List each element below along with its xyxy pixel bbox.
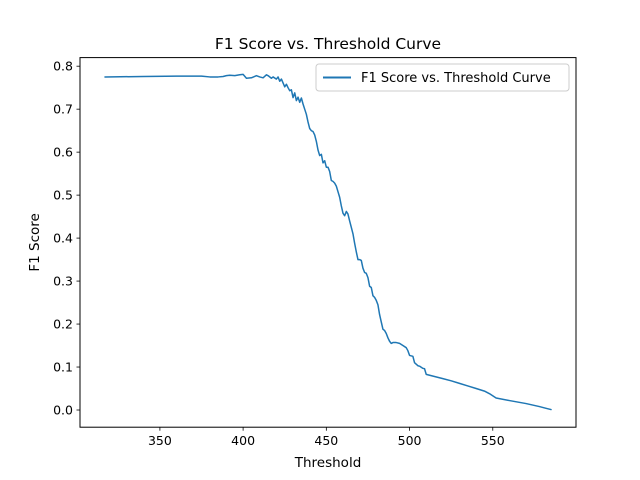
x-tick-label: 500 [398,433,422,448]
y-axis-label: F1 Score [27,213,43,271]
x-tick-label: 400 [231,433,255,448]
legend: F1 Score vs. Threshold Curve [315,63,570,92]
y-tick-label: 0.8 [53,59,73,74]
legend-frame [315,63,570,92]
y-tick-label: 0.1 [53,360,73,375]
chart-title: F1 Score vs. Threshold Curve [215,35,441,53]
plot-frame [79,57,577,428]
series-line-0 [104,73,552,411]
axis-ticks: 350 400 450 500 550 0.0 0.1 0.2 0.3 0.4 0.5 0.6 0.7 0… [53,59,505,449]
y-tick-label: 0.4 [53,231,73,246]
y-tick-label: 0.6 [53,145,73,160]
y-tick-label: 0.5 [53,188,73,203]
y-tick-label: 0.2 [53,317,73,332]
legend-label: F1 Score vs. Threshold Curve [361,71,551,86]
x-tick-label: 550 [481,433,505,448]
x-tick-label: 350 [148,433,172,448]
y-tick-label: 0.7 [53,102,73,117]
y-tick-label: 0.0 [53,403,73,418]
plot-area [104,73,552,411]
y-tick-label: 0.3 [53,274,73,289]
x-axis-label: Threshold [294,455,362,471]
x-tick-label: 450 [314,433,338,448]
